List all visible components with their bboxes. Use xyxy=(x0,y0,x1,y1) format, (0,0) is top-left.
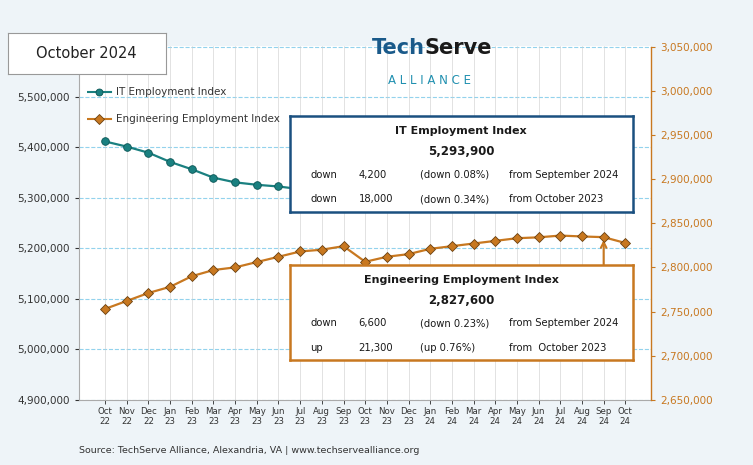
Text: (down 0.34%): (down 0.34%) xyxy=(420,194,489,205)
Text: A L L I A N C E: A L L I A N C E xyxy=(388,74,471,87)
Text: from September 2024: from September 2024 xyxy=(509,170,618,179)
Text: (up 0.76%): (up 0.76%) xyxy=(420,343,475,353)
Text: down: down xyxy=(310,170,337,179)
Text: 2,827,600: 2,827,600 xyxy=(428,294,495,306)
Text: from  October 2023: from October 2023 xyxy=(509,343,607,353)
Text: 4,200: 4,200 xyxy=(358,170,387,179)
Text: from October 2023: from October 2023 xyxy=(509,194,603,205)
Text: Serve: Serve xyxy=(425,38,492,58)
Text: (down 0.23%): (down 0.23%) xyxy=(420,319,489,328)
Text: down: down xyxy=(310,319,337,328)
Text: Tech: Tech xyxy=(372,38,425,58)
Text: from September 2024: from September 2024 xyxy=(509,319,618,328)
Text: 21,300: 21,300 xyxy=(358,343,393,353)
Text: Engineering Employment Index: Engineering Employment Index xyxy=(115,114,279,124)
Text: down: down xyxy=(310,194,337,205)
Text: Source: TechServe Alliance, Alexandria, VA | www.techservealliance.org: Source: TechServe Alliance, Alexandria, … xyxy=(79,446,419,455)
Text: Engineering Employment Index: Engineering Employment Index xyxy=(364,274,559,285)
Text: up: up xyxy=(310,343,323,353)
Text: October 2024: October 2024 xyxy=(36,46,137,61)
Text: 18,000: 18,000 xyxy=(358,194,393,205)
Text: IT Employment Index: IT Employment Index xyxy=(395,126,527,136)
Text: (down 0.08%): (down 0.08%) xyxy=(420,170,489,179)
Text: 5,293,900: 5,293,900 xyxy=(428,145,495,158)
Text: 6,600: 6,600 xyxy=(358,319,387,328)
Text: IT Employment Index: IT Employment Index xyxy=(115,87,226,97)
